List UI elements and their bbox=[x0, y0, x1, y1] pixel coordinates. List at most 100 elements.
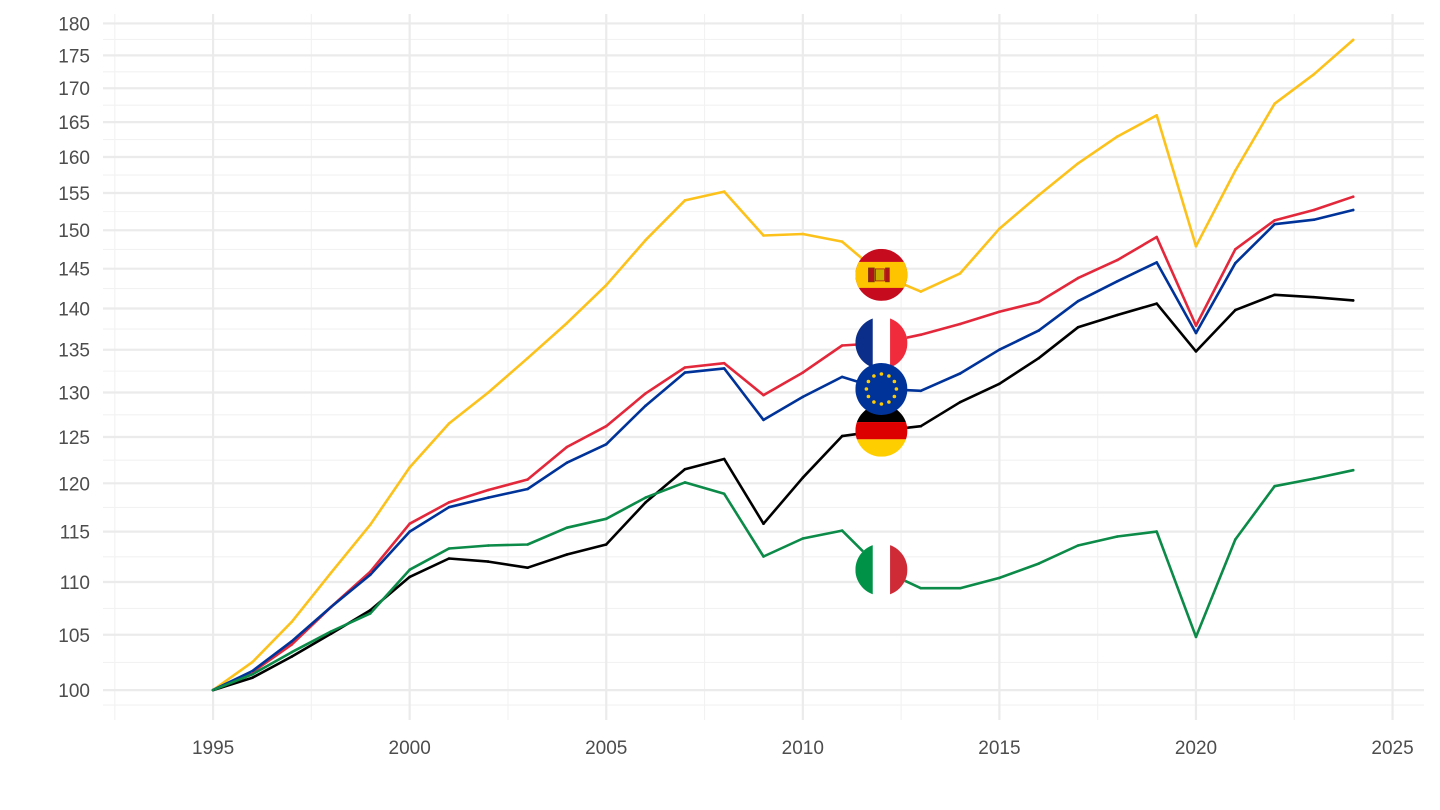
data-point bbox=[1155, 235, 1158, 239]
y-tick-label: 155 bbox=[58, 184, 90, 205]
data-point bbox=[1351, 208, 1355, 212]
data-point bbox=[1116, 135, 1119, 138]
y-tick-label: 150 bbox=[58, 221, 90, 242]
data-point bbox=[408, 530, 412, 533]
data-point bbox=[487, 544, 490, 547]
data-point bbox=[565, 461, 569, 465]
data-point bbox=[762, 555, 765, 558]
data-point bbox=[840, 344, 844, 347]
data-point bbox=[1194, 331, 1198, 335]
data-point bbox=[1076, 544, 1080, 547]
data-point bbox=[251, 676, 254, 679]
data-point bbox=[1194, 324, 1198, 327]
data-point bbox=[526, 566, 529, 569]
data-point bbox=[211, 688, 215, 692]
y-tick-label: 180 bbox=[58, 14, 90, 35]
data-point bbox=[487, 560, 490, 563]
data-point bbox=[1037, 356, 1040, 360]
data-point bbox=[1273, 293, 1276, 297]
data-point bbox=[369, 612, 372, 615]
data-point bbox=[251, 669, 254, 673]
x-tick-label: 2025 bbox=[1371, 738, 1413, 759]
data-point bbox=[840, 529, 844, 532]
data-point bbox=[1037, 562, 1040, 565]
data-point bbox=[1116, 535, 1119, 538]
x-tick-label: 1995 bbox=[192, 738, 234, 759]
data-point bbox=[565, 321, 569, 325]
data-point bbox=[408, 575, 412, 579]
data-point bbox=[1234, 538, 1237, 541]
flag-markers bbox=[855, 248, 908, 596]
data-point bbox=[644, 496, 647, 499]
data-point bbox=[604, 517, 608, 521]
data-point bbox=[1234, 308, 1237, 312]
data-point bbox=[1273, 484, 1276, 488]
data-point bbox=[919, 333, 923, 337]
data-point bbox=[290, 655, 294, 658]
data-point bbox=[722, 492, 726, 496]
data-point bbox=[1076, 162, 1080, 165]
data-point bbox=[369, 573, 372, 577]
data-point bbox=[958, 372, 962, 375]
data-point bbox=[526, 543, 529, 546]
data-point bbox=[958, 400, 962, 404]
data-point bbox=[644, 238, 647, 242]
data-point bbox=[722, 190, 726, 193]
data-point bbox=[840, 434, 844, 438]
data-point bbox=[1234, 248, 1237, 251]
data-point bbox=[801, 476, 805, 480]
data-point bbox=[408, 522, 412, 525]
data-point bbox=[1234, 261, 1237, 265]
x-tick-label: 2005 bbox=[585, 738, 627, 759]
data-point bbox=[840, 240, 844, 243]
data-point bbox=[919, 586, 923, 590]
data-point bbox=[919, 424, 923, 428]
data-point bbox=[1076, 326, 1080, 329]
data-point bbox=[1194, 244, 1198, 248]
y-tick-label: 135 bbox=[58, 341, 90, 362]
x-tick-label: 2015 bbox=[978, 738, 1020, 759]
data-point bbox=[369, 608, 372, 612]
data-point bbox=[565, 526, 569, 529]
data-point bbox=[604, 283, 608, 287]
data-point bbox=[447, 501, 451, 504]
data-point bbox=[1116, 258, 1119, 262]
y-tick-label: 115 bbox=[60, 523, 90, 544]
y-tick-label: 140 bbox=[58, 299, 90, 320]
data-point bbox=[369, 570, 372, 573]
y-tick-label: 165 bbox=[58, 113, 90, 134]
series-lines bbox=[211, 38, 1355, 692]
data-point bbox=[1351, 38, 1355, 42]
series-line-spain bbox=[211, 38, 1355, 692]
data-point bbox=[801, 371, 805, 374]
data-point bbox=[762, 522, 765, 525]
data-point bbox=[329, 571, 333, 575]
data-point bbox=[290, 643, 294, 646]
series-line-italy bbox=[211, 468, 1355, 692]
data-point bbox=[1312, 208, 1316, 212]
data-point bbox=[722, 457, 726, 461]
data-point bbox=[840, 375, 844, 379]
data-point bbox=[998, 227, 1001, 230]
data-point bbox=[1155, 261, 1158, 264]
eu-flag-icon bbox=[855, 363, 908, 415]
data-point bbox=[722, 361, 726, 365]
data-point bbox=[251, 673, 254, 676]
data-point bbox=[1273, 219, 1276, 222]
data-point bbox=[958, 322, 962, 326]
data-point bbox=[1037, 329, 1040, 332]
data-point bbox=[526, 478, 529, 481]
data-point bbox=[1312, 218, 1316, 221]
data-point bbox=[1312, 477, 1316, 480]
y-tick-label: 110 bbox=[60, 573, 90, 594]
data-point bbox=[447, 422, 451, 425]
data-point bbox=[526, 356, 529, 360]
data-point bbox=[1155, 302, 1158, 305]
series-points bbox=[211, 38, 1355, 692]
data-point bbox=[683, 199, 687, 202]
y-tick-label: 105 bbox=[58, 626, 90, 647]
data-point bbox=[801, 537, 805, 540]
data-point bbox=[1273, 102, 1276, 105]
data-point bbox=[1312, 73, 1316, 76]
series-line-eu bbox=[211, 208, 1355, 692]
